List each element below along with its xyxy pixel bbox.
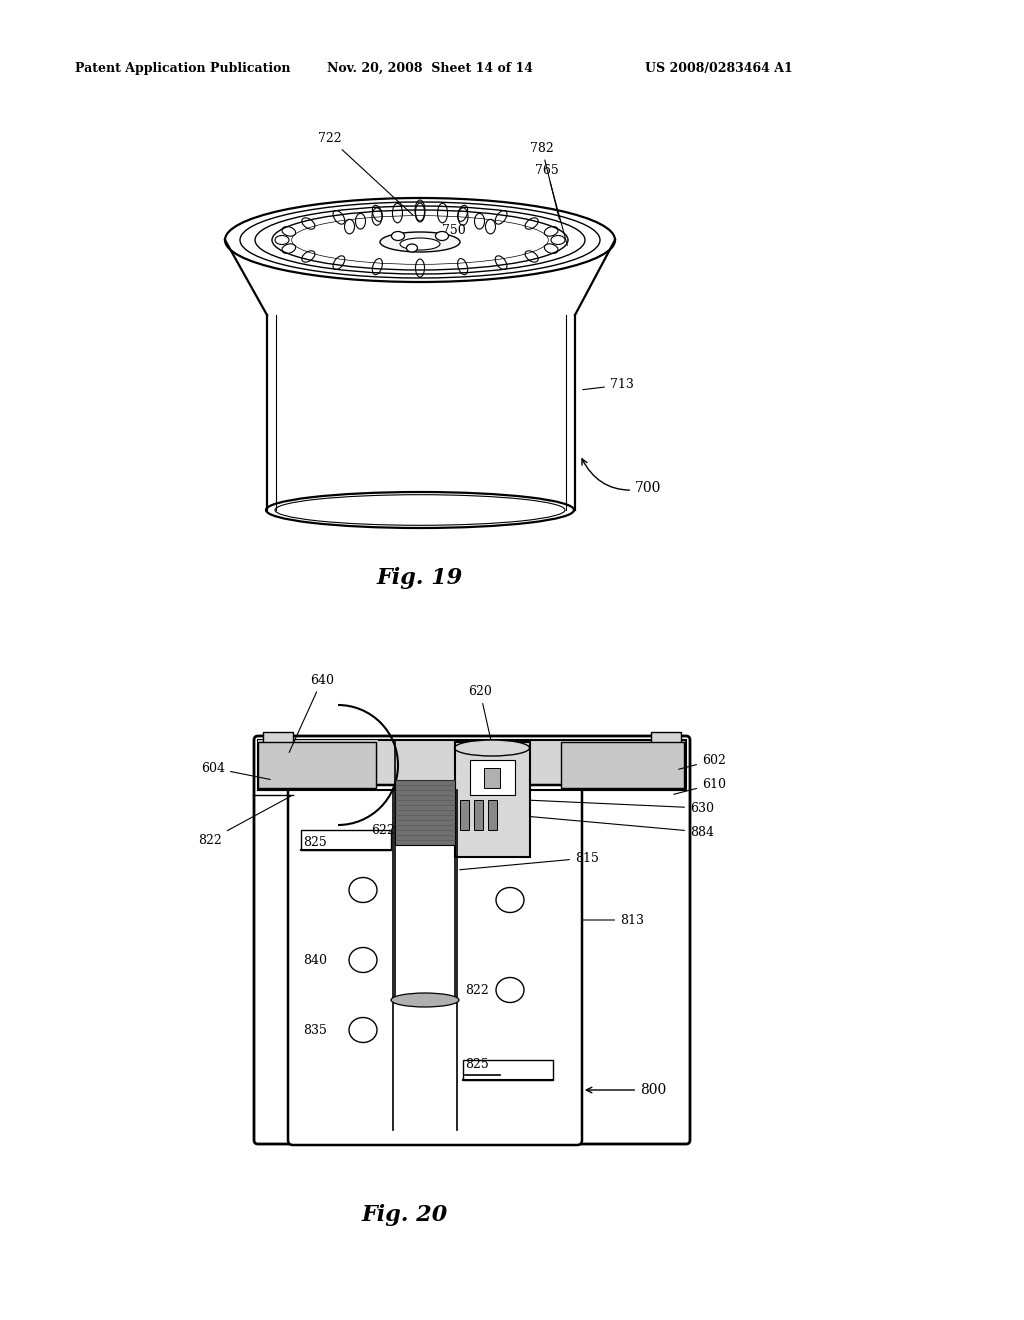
Text: 620: 620 — [468, 685, 492, 742]
Text: 604: 604 — [201, 762, 270, 779]
Bar — [455, 742, 530, 857]
Text: 800: 800 — [587, 1082, 667, 1097]
Text: 765: 765 — [535, 164, 567, 246]
Ellipse shape — [435, 231, 449, 240]
FancyBboxPatch shape — [288, 785, 582, 1144]
Text: 822: 822 — [199, 796, 291, 846]
Text: 610: 610 — [674, 777, 726, 795]
Text: Patent Application Publication: Patent Application Publication — [75, 62, 291, 75]
Bar — [428, 800, 437, 830]
Text: US 2008/0283464 A1: US 2008/0283464 A1 — [645, 62, 793, 75]
Ellipse shape — [455, 741, 529, 756]
Bar — [488, 800, 497, 830]
Bar — [395, 780, 455, 845]
Text: 825: 825 — [303, 836, 327, 849]
Text: Fig. 20: Fig. 20 — [361, 1204, 449, 1226]
Bar — [463, 1060, 553, 1080]
Text: 822: 822 — [465, 983, 488, 997]
Ellipse shape — [391, 993, 459, 1007]
Bar — [484, 768, 500, 788]
Bar — [474, 800, 483, 830]
Text: 622: 622 — [372, 816, 413, 837]
Text: 640: 640 — [289, 673, 334, 752]
FancyBboxPatch shape — [254, 737, 690, 1144]
Text: 700: 700 — [582, 459, 662, 495]
Bar — [414, 800, 423, 830]
Text: 835: 835 — [303, 1023, 327, 1036]
Text: 602: 602 — [679, 754, 726, 770]
Bar — [651, 733, 681, 752]
Ellipse shape — [400, 238, 440, 249]
Bar — [400, 800, 409, 830]
Text: 722: 722 — [318, 132, 413, 215]
Bar — [258, 741, 686, 789]
Bar — [263, 733, 293, 752]
Text: 630: 630 — [527, 800, 714, 814]
Text: Nov. 20, 2008  Sheet 14 of 14: Nov. 20, 2008 Sheet 14 of 14 — [327, 62, 534, 75]
Text: 713: 713 — [583, 379, 634, 392]
Bar — [301, 830, 391, 850]
Bar — [561, 742, 684, 788]
Text: 825: 825 — [465, 1059, 488, 1072]
Ellipse shape — [391, 231, 404, 240]
Text: 815: 815 — [460, 851, 599, 870]
Ellipse shape — [380, 232, 460, 252]
Text: 782: 782 — [530, 141, 559, 219]
Text: Fig. 19: Fig. 19 — [377, 568, 463, 589]
Ellipse shape — [292, 216, 548, 264]
Bar — [258, 742, 376, 788]
Text: 840: 840 — [303, 953, 327, 966]
Bar — [442, 800, 451, 830]
Text: 884: 884 — [460, 810, 714, 838]
Bar — [470, 760, 515, 795]
Text: 750: 750 — [442, 223, 466, 236]
Bar — [258, 741, 378, 789]
Bar — [460, 800, 469, 830]
Text: 813: 813 — [582, 913, 644, 927]
Ellipse shape — [407, 244, 418, 252]
